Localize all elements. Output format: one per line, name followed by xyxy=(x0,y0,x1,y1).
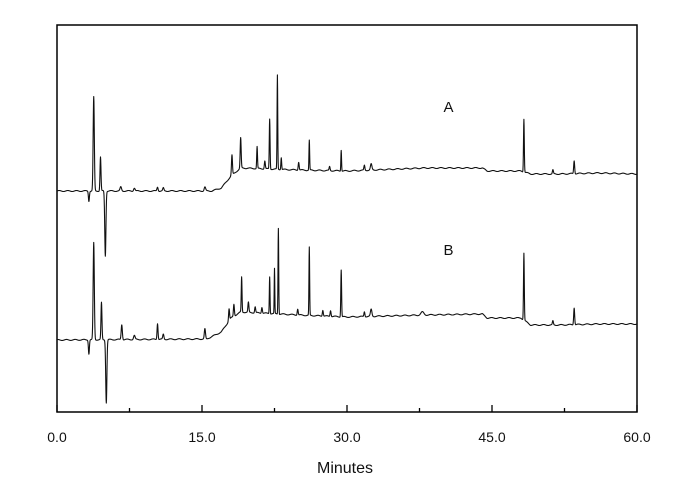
trace-a xyxy=(56,74,638,257)
trace-label-a: A xyxy=(443,99,453,116)
trace-label-b: B xyxy=(443,242,453,259)
x-axis-title: Minutes xyxy=(317,460,373,477)
trace-b xyxy=(56,227,638,404)
tick-label-45: 45.0 xyxy=(478,429,505,445)
tick-label-0: 0.0 xyxy=(47,429,67,445)
x-axis-ticks xyxy=(56,405,638,412)
traces xyxy=(56,74,638,404)
tick-label-15: 15.0 xyxy=(188,429,215,445)
plot-frame xyxy=(56,24,638,413)
tick-label-60: 60.0 xyxy=(623,429,650,445)
tick-label-30: 30.0 xyxy=(333,429,360,445)
